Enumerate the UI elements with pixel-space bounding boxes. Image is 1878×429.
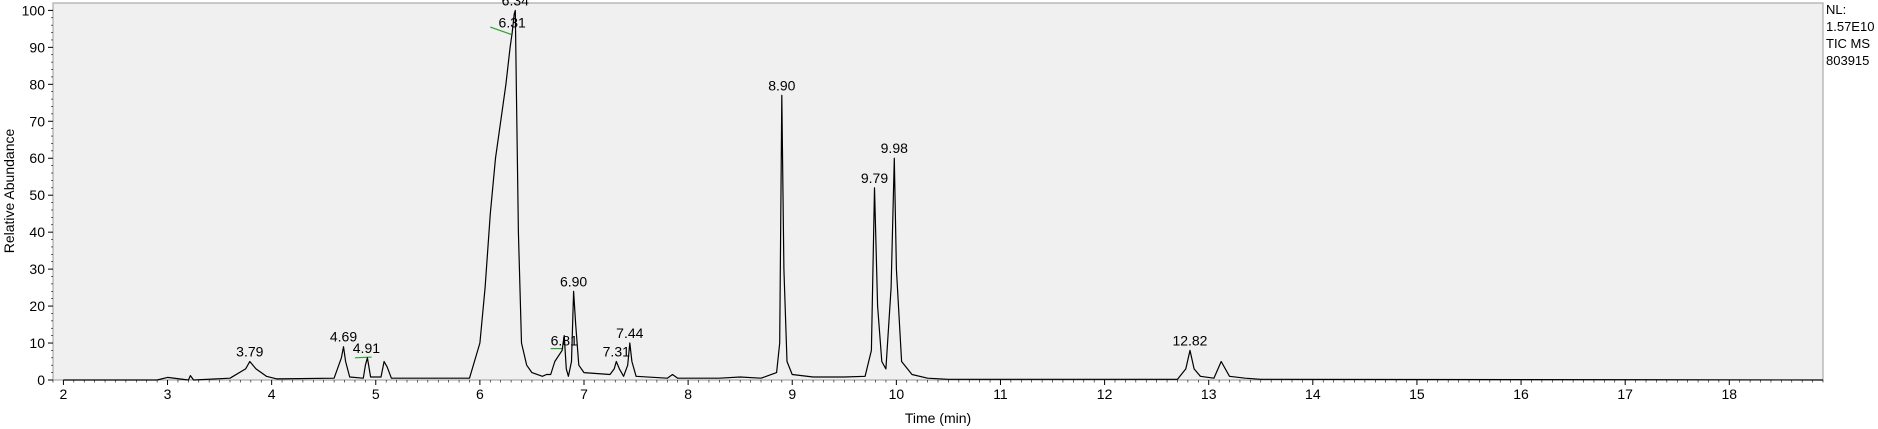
- y-tick-label: 90: [29, 39, 45, 55]
- tic-trace-line: [63, 9, 1824, 381]
- nl-value: 1.57E10: [1826, 19, 1875, 34]
- x-axis: 2 3 4 5 6 7 8 9 10 11 12 13 14 15 16 17 18: [60, 380, 1738, 402]
- x-tick-label: 6: [476, 386, 484, 402]
- x-tick-label: 2: [60, 386, 68, 402]
- peak-label: 4.69: [330, 329, 357, 345]
- peak-label: 6.90: [560, 273, 587, 289]
- x-axis-title: Time (min): [905, 410, 971, 426]
- peak-label: 3.79: [236, 344, 263, 360]
- y-tick-label: 50: [29, 187, 45, 203]
- integration-marks: [354, 26, 564, 359]
- integration-mark: [354, 356, 372, 359]
- x-tick-label: 18: [1722, 386, 1738, 402]
- x-tick-label: 4: [268, 386, 276, 402]
- x-tick-label: 17: [1617, 386, 1633, 402]
- y-tick-label: 30: [29, 261, 45, 277]
- y-tick-label: 70: [29, 113, 45, 129]
- plot-area: [52, 2, 1824, 381]
- peak-label: 7.44: [616, 325, 643, 341]
- peak-labels: 3.79 4.694.91 6.31 6.34 6.81 6.90 7.31 7.44 8.90…: [236, 0, 1208, 360]
- x-tick-label: 5: [372, 386, 380, 402]
- peak-label: 4.91: [353, 340, 380, 356]
- peak-label: 9.98: [881, 140, 908, 156]
- y-axis: 0 10 20 30 40 50 60 70 80 90 100: [22, 2, 53, 388]
- peak-label: 12.82: [1172, 332, 1207, 348]
- y-tick-label: 40: [29, 224, 45, 240]
- x-tick-label: 9: [788, 386, 796, 402]
- peak-label: 7.31: [603, 344, 630, 360]
- x-minor-ticks: [52, 380, 1824, 383]
- y-tick-label: 80: [29, 76, 45, 92]
- x-tick-label: 11: [993, 386, 1008, 402]
- x-tick-label: 13: [1201, 386, 1217, 402]
- x-tick-label: 3: [164, 386, 172, 402]
- x-tick-label: 16: [1513, 386, 1529, 402]
- peak-label: 8.90: [768, 77, 795, 93]
- normalization-info: NL: 1.57E10 TIC MS 803915: [1826, 1, 1878, 69]
- y-tick-label: 20: [29, 298, 45, 314]
- x-tick-label: 15: [1409, 386, 1425, 402]
- y-axis-title: Relative Abundance: [1, 129, 17, 254]
- peak-label: 6.31: [499, 15, 526, 31]
- peak-label: 9.79: [861, 170, 888, 186]
- y-tick-label: 60: [29, 150, 45, 166]
- x-tick-label: 12: [1097, 386, 1113, 402]
- y-tick-label: 100: [22, 2, 46, 18]
- peak-label: 6.81: [551, 332, 578, 348]
- x-tick-label: 7: [580, 386, 588, 402]
- y-tick-label: 0: [37, 372, 45, 388]
- x-tick-label: 14: [1305, 386, 1321, 402]
- sample-id: 803915: [1826, 53, 1870, 68]
- integration-mark: [490, 26, 512, 35]
- x-tick-label: 8: [684, 386, 692, 402]
- x-tick-label: 10: [889, 386, 905, 402]
- y-tick-label: 10: [29, 335, 45, 351]
- nl-label: NL:: [1826, 2, 1847, 17]
- peak-label: 6.34: [502, 0, 529, 8]
- y-minor-ticks: [51, 17, 53, 373]
- scan-filter: TIC MS: [1826, 36, 1871, 51]
